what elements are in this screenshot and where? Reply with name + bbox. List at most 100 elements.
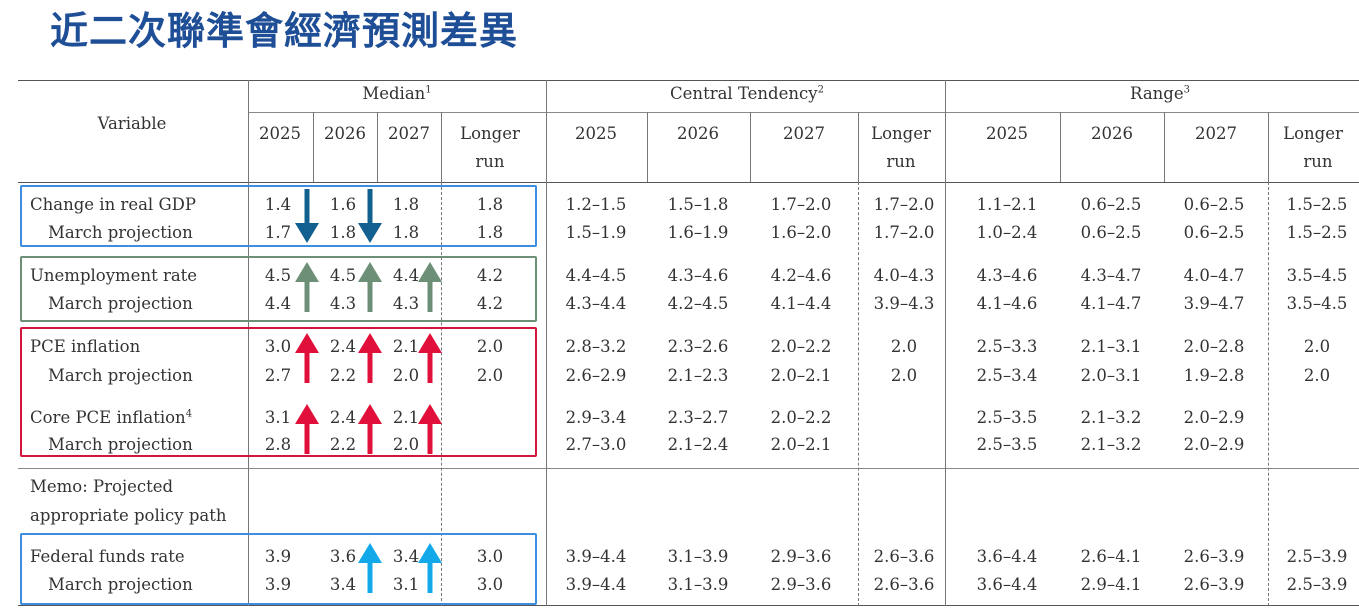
cell-range-fed-0: 3.6–4.4: [976, 547, 1038, 566]
cell-median-unemp-march-1: 4.3: [329, 294, 357, 313]
cell-median-gdp-0: 1.4: [264, 195, 292, 214]
cell-central-fed-2: 2.9–3.6: [770, 547, 832, 566]
longer-run-header-range-line1: Longer: [1283, 124, 1343, 143]
page-title: 近二次聯準會經濟預測差異: [50, 9, 519, 53]
cell-central-gdp-march-3: 1.7–2.0: [873, 223, 935, 242]
cell-central-unemp-march-3: 3.9–4.3: [873, 294, 935, 313]
cell-range-core-1: 2.1–3.2: [1080, 408, 1142, 427]
cell-range-gdp-march-0: 1.0–2.4: [976, 223, 1038, 242]
row-label-pce: PCE inflation: [30, 337, 140, 357]
cell-range-unemp-march-2: 3.9–4.7: [1183, 294, 1245, 313]
cell-range-core-march-0: 2.5–3.5: [976, 435, 1038, 454]
col-rule-2025-2026-central: [647, 112, 648, 182]
cell-central-unemp-march-2: 4.1–4.4: [770, 294, 832, 313]
arrow-up-icon: [295, 262, 319, 312]
cell-median-core-march-1: 2.2: [329, 435, 357, 454]
col-rule-2027-longer-central: [858, 112, 859, 182]
central-group-header: Central Tendency2: [670, 84, 824, 104]
row-label-core: Core PCE inflation4: [30, 408, 192, 428]
cell-central-unemp-0: 4.4–4.5: [565, 266, 627, 285]
variable-header: Variable: [97, 114, 167, 133]
cell-central-gdp-1: 1.5–1.8: [667, 195, 729, 214]
row-label-unemp-march: March projection: [48, 294, 193, 314]
col-rule-2025-2026-median: [313, 112, 314, 182]
cell-central-fed-1: 3.1–3.9: [667, 547, 729, 566]
cell-median-pce-3: 2.0: [476, 337, 504, 356]
cell-central-unemp-1: 4.3–4.6: [667, 266, 729, 285]
cell-range-pce-march-0: 2.5–3.4: [976, 366, 1038, 385]
cell-central-pce-march-0: 2.6–2.9: [565, 366, 627, 385]
col-dash-range-longer: [1268, 182, 1269, 606]
cell-median-fed-0: 3.9: [264, 547, 292, 566]
cell-median-core-march-0: 2.8: [264, 435, 292, 454]
cell-range-pce-3: 2.0: [1303, 337, 1331, 356]
row-label-text: March projection: [48, 223, 193, 242]
cell-range-core-2: 2.0–2.9: [1183, 408, 1245, 427]
cell-median-fed-3: 3.0: [476, 547, 504, 566]
row-label-unemp: Unemployment rate: [30, 266, 197, 286]
cell-median-fed-2: 3.4: [392, 547, 420, 566]
cell-range-fed-1: 2.6–4.1: [1080, 547, 1142, 566]
col-rule-2026-2027-central: [750, 112, 751, 182]
cell-median-unemp-3: 4.2: [476, 266, 504, 285]
cell-median-gdp-2: 1.8: [392, 195, 420, 214]
arrow-up-icon: [295, 333, 319, 383]
range-group-label: Range: [1130, 84, 1184, 103]
longer-run-header-central-line2: run: [886, 152, 916, 171]
year-header-median-2027: 2027: [388, 124, 430, 143]
cell-central-gdp-march-2: 1.6–2.0: [770, 223, 832, 242]
year-header-median-2025: 2025: [259, 124, 301, 143]
arrow-up-icon: [418, 262, 442, 312]
col-rule-2025-2026-range: [1060, 112, 1061, 182]
cell-range-fed-march-0: 3.6–4.4: [976, 575, 1038, 594]
cell-range-gdp-2: 0.6–2.5: [1183, 195, 1245, 214]
cell-range-core-march-2: 2.0–2.9: [1183, 435, 1245, 454]
cell-central-pce-march-2: 2.0–2.1: [770, 366, 832, 385]
cell-range-fed-march-1: 2.9–4.1: [1080, 575, 1142, 594]
col-dash-central-longer: [858, 182, 859, 606]
cell-range-unemp-3: 3.5–4.5: [1286, 266, 1348, 285]
cell-median-pce-2: 2.1: [392, 337, 420, 356]
cell-median-pce-march-2: 2.0: [392, 366, 420, 385]
arrow-up-icon: [358, 543, 382, 593]
arrow-up-icon: [358, 333, 382, 383]
cell-range-core-0: 2.5–3.5: [976, 408, 1038, 427]
range-group-footnote: 3: [1183, 84, 1190, 96]
row-label-text: PCE inflation: [30, 337, 141, 356]
row-label-text: Core PCE inflation: [30, 408, 186, 427]
cell-central-fed-march-3: 2.6–3.6: [873, 575, 935, 594]
table-top-rule: [18, 80, 1359, 81]
cell-median-gdp-march-2: 1.8: [392, 223, 420, 242]
cell-range-pce-2: 2.0–2.8: [1183, 337, 1245, 356]
arrow-up-icon: [418, 404, 442, 454]
cell-central-gdp-march-1: 1.6–1.9: [667, 223, 729, 242]
cell-median-core-march-2: 2.0: [392, 435, 420, 454]
cell-central-pce-0: 2.8–3.2: [565, 337, 627, 356]
cell-median-pce-march-0: 2.7: [264, 366, 292, 385]
longer-run-header-central-line1: Longer: [871, 124, 931, 143]
cell-central-unemp-2: 4.2–4.6: [770, 266, 832, 285]
cell-median-pce-0: 3.0: [264, 337, 292, 356]
cell-central-pce-march-3: 2.0: [890, 366, 918, 385]
cell-range-fed-3: 2.5–3.9: [1286, 547, 1348, 566]
cell-median-unemp-march-0: 4.4: [264, 294, 292, 313]
cell-median-pce-1: 2.4: [329, 337, 357, 356]
table-bottom-rule: [18, 605, 1359, 606]
cell-central-core-0: 2.9–3.4: [565, 408, 627, 427]
row-label-text: March projection: [48, 366, 193, 385]
cell-range-pce-march-3: 2.0: [1303, 366, 1331, 385]
row-label-footnote: 4: [185, 408, 193, 420]
row-label-text: March projection: [48, 294, 193, 313]
cell-range-pce-0: 2.5–3.3: [976, 337, 1038, 356]
memo-separator-rule: [18, 468, 1359, 469]
col-rule-2026-2027-range: [1164, 112, 1165, 182]
row-label-core-march: March projection: [48, 435, 193, 455]
unemployment-highlight-box: [20, 256, 537, 322]
row-label-text: March projection: [48, 435, 193, 454]
cell-median-pce-march-1: 2.2: [329, 366, 357, 385]
col-rule-central-range: [945, 80, 946, 606]
year-header-range-2026: 2026: [1091, 124, 1133, 143]
row-label-text: Unemployment rate: [30, 266, 198, 285]
range-group-header: Range3: [1130, 84, 1190, 104]
